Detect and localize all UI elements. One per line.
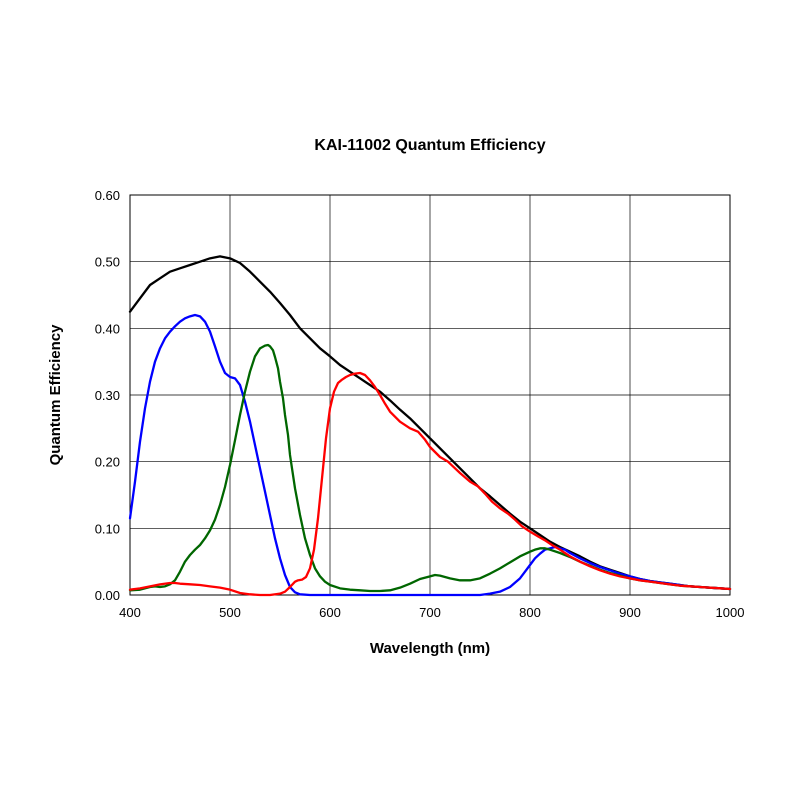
y-tick-label: 0.60 bbox=[95, 188, 120, 203]
x-tick-label: 700 bbox=[419, 605, 441, 620]
y-tick-label: 0.00 bbox=[95, 588, 120, 603]
x-axis-label: Wavelength (nm) bbox=[370, 640, 490, 657]
x-tick-label: 1000 bbox=[716, 605, 745, 620]
y-tick-label: 0.30 bbox=[95, 388, 120, 403]
y-tick-label: 0.40 bbox=[95, 321, 120, 336]
y-tick-label: 0.20 bbox=[95, 455, 120, 470]
quantum-efficiency-chart: 400 500 600 700 800 900 1000 0.00 0.10 0.20 0.30 0.… bbox=[0, 0, 800, 800]
y-tick-label: 0.50 bbox=[95, 255, 120, 270]
x-tick-label: 500 bbox=[219, 605, 241, 620]
x-tick-label: 400 bbox=[119, 605, 141, 620]
x-tick-label: 800 bbox=[519, 605, 541, 620]
x-tick-label: 600 bbox=[319, 605, 341, 620]
y-axis-label: Quantum Efficiency bbox=[47, 324, 64, 466]
x-tick-label: 900 bbox=[619, 605, 641, 620]
chart-title: KAI-11002 Quantum Efficiency bbox=[314, 137, 545, 154]
y-tick-label: 0.10 bbox=[95, 521, 120, 536]
